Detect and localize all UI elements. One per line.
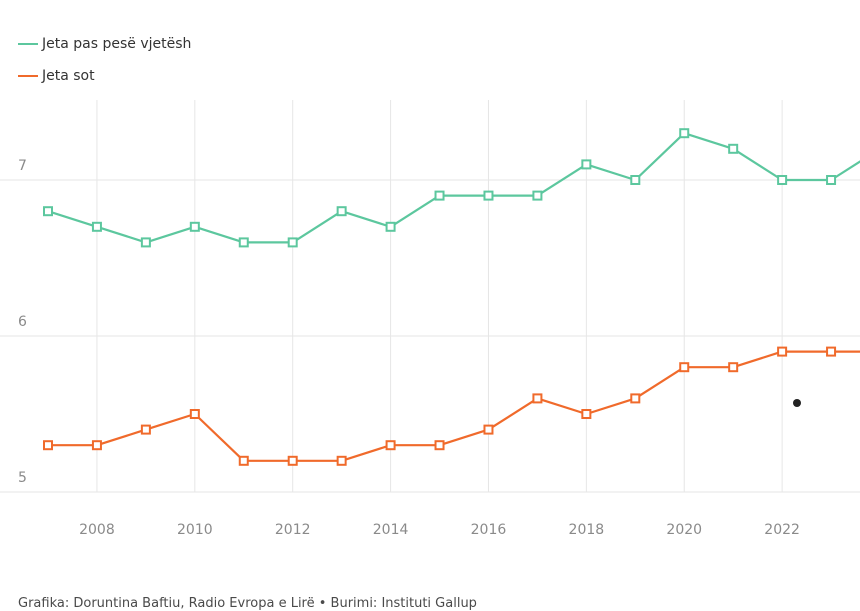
x-tick-label-2014: 2014: [373, 522, 409, 538]
x-tick-label-2010: 2010: [177, 522, 213, 538]
data-point-1-2021: [728, 362, 739, 373]
data-point-0-2011: [238, 237, 249, 248]
data-point-1-2014: [385, 440, 396, 451]
x-tick-label-2016: 2016: [471, 522, 507, 538]
data-point-1-2018: [581, 409, 592, 419]
data-point-1-2012: [287, 455, 298, 466]
data-point-1-2022: [777, 346, 788, 357]
y-tick-label-7: 7: [18, 158, 27, 174]
chart-source-caption: Grafika: Doruntina Baftiu, Radio Evropa …: [18, 596, 477, 611]
line-chart: 567 200820102012201420162018202020222024: [0, 100, 860, 538]
data-point-0-2017: [532, 190, 543, 201]
legend-swatch-today: [18, 75, 38, 77]
data-point-0-2013: [336, 206, 347, 217]
legend-swatch-future: [18, 43, 38, 45]
y-tick-label-5: 5: [18, 470, 27, 486]
data-point-0-2020: [679, 128, 690, 139]
legend-label-today: Jeta sot: [42, 68, 95, 84]
chart-legend: Jeta pas pesë vjetësh Jeta sot: [18, 28, 191, 92]
data-point-0-2009: [140, 237, 151, 248]
legend-item-today: Jeta sot: [18, 60, 191, 92]
data-point-1-2011: [238, 455, 249, 466]
data-point-1-2020: [679, 362, 690, 373]
data-point-0-2023: [826, 175, 837, 185]
series-line-1: [48, 350, 860, 462]
data-point-1-2010: [189, 409, 200, 419]
series-line-0: [47, 132, 860, 244]
data-point-0-2014: [385, 221, 396, 232]
data-point-0-2021: [728, 143, 739, 154]
data-point-1-2009: [140, 424, 151, 435]
y-tick-label-6: 6: [18, 314, 27, 330]
x-axis-ticks: 200820102012201420162018202020222024: [79, 522, 800, 538]
data-point-0-2008: [91, 221, 102, 232]
data-point-0-2007: [43, 206, 53, 217]
legend-label-future: Jeta pas pesë vjetësh: [42, 36, 192, 52]
data-point-1-2023: [826, 346, 837, 357]
data-point-1-2008: [91, 440, 102, 451]
data-point-1-2013: [336, 455, 347, 466]
data-point-1-2007: [43, 440, 53, 451]
data-point-0-2022: [777, 175, 788, 185]
cursor-dot: [793, 399, 801, 407]
data-point-1-2017: [532, 393, 543, 404]
data-point-1-2019: [630, 393, 641, 404]
data-point-0-2018: [581, 159, 592, 170]
y-axis-ticks: 5 6 7: [18, 158, 27, 486]
data-point-1-2015: [434, 440, 445, 451]
x-tick-label-2022: 2022: [764, 522, 800, 538]
data-point-0-2015: [434, 190, 445, 201]
data-point-0-2019: [630, 175, 641, 185]
x-tick-label-2018: 2018: [569, 522, 605, 538]
grid-lines: [0, 100, 860, 493]
data-point-0-2016: [483, 190, 494, 201]
x-tick-label-2020: 2020: [666, 522, 702, 538]
x-tick-label-2008: 2008: [79, 522, 115, 538]
data-point-0-2010: [189, 221, 200, 232]
legend-item-future: Jeta pas pesë vjetësh: [18, 28, 191, 60]
x-tick-label-2012: 2012: [275, 522, 311, 538]
data-point-1-2016: [483, 424, 494, 435]
series-lines: [43, 128, 860, 466]
data-point-0-2012: [287, 237, 298, 248]
